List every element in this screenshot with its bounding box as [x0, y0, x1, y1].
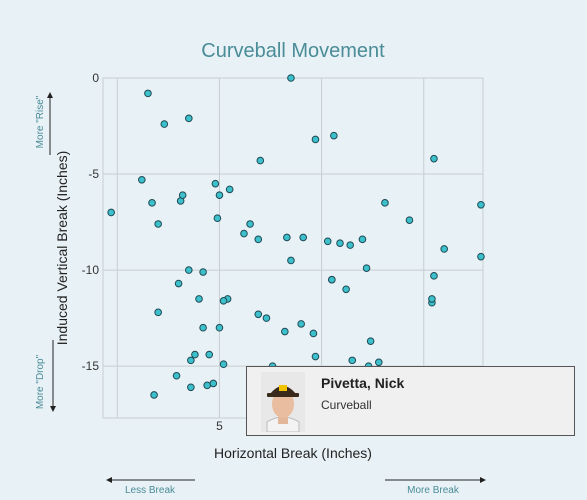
x-hint-less-arrowhead	[106, 477, 112, 483]
data-point	[138, 176, 146, 184]
data-point	[172, 371, 181, 380]
x-tick-label: 5	[216, 419, 223, 433]
data-point	[477, 252, 485, 261]
data-point	[323, 237, 332, 246]
data-point	[328, 275, 336, 284]
data-point	[287, 74, 295, 82]
data-point	[150, 391, 158, 399]
data-point	[254, 310, 263, 319]
data-point	[405, 216, 414, 224]
data-point	[185, 266, 193, 274]
data-point	[160, 120, 169, 128]
data-point	[311, 135, 320, 144]
y-hint-drop: More "Drop"	[35, 354, 46, 409]
data-point	[178, 191, 187, 199]
x-hint-less: Less Break	[125, 485, 176, 496]
player-name: Pivetta, Nick	[321, 375, 405, 391]
data-point	[107, 208, 115, 217]
data-point	[246, 220, 254, 228]
data-point	[144, 89, 152, 98]
x-axis-label: Horizontal Break (Inches)	[214, 445, 372, 461]
data-point	[213, 214, 222, 223]
y-hint-rise: More "Rise"	[35, 95, 46, 148]
pitch-type: Curveball	[321, 398, 372, 412]
data-point	[205, 350, 214, 359]
data-point	[348, 356, 357, 365]
data-point	[199, 323, 207, 332]
data-point	[281, 327, 289, 336]
x-hint-more: More Break	[407, 485, 460, 496]
data-point	[477, 200, 485, 209]
y-axis-label: Induced Vertical Break (Inches)	[54, 151, 70, 346]
data-point	[262, 314, 271, 322]
y-hint-rise-arrowhead	[47, 92, 53, 98]
x-ticks: 5	[216, 419, 223, 433]
data-point	[187, 356, 195, 365]
data-point	[428, 295, 436, 303]
y-tick-label: -15	[82, 359, 100, 373]
y-ticks: 0 -5 -10 -15	[82, 71, 100, 373]
player-avatar	[261, 372, 305, 432]
data-point	[215, 191, 224, 199]
x-hint-more-arrowhead	[480, 477, 486, 483]
y-tick-label: -5	[88, 167, 99, 181]
data-point	[381, 199, 389, 207]
data-point	[203, 381, 211, 390]
data-point	[330, 131, 338, 140]
y-hint-drop-arrowhead	[50, 406, 56, 412]
data-point	[440, 245, 448, 253]
data-point	[297, 320, 305, 328]
data-point	[430, 272, 438, 280]
data-point	[254, 235, 263, 244]
data-point	[358, 235, 367, 244]
scatter-points	[107, 74, 485, 403]
data-point	[366, 337, 375, 345]
y-tick-label: -10	[82, 263, 100, 277]
y-tick-label: 0	[92, 71, 99, 85]
data-point	[185, 114, 193, 123]
data-point	[215, 323, 224, 332]
data-point	[336, 239, 344, 247]
data-point	[199, 268, 207, 276]
data-point	[309, 329, 318, 338]
data-point	[174, 279, 183, 288]
data-point	[362, 264, 371, 272]
data-point	[187, 383, 195, 392]
data-point	[219, 360, 228, 369]
chart-title: Curveball Movement	[201, 40, 385, 62]
data-point	[195, 295, 203, 303]
data-point	[283, 233, 291, 242]
data-point	[240, 229, 248, 238]
data-point	[287, 256, 295, 265]
data-point	[191, 350, 199, 359]
player-tooltip: Pivetta, Nick Curveball	[246, 366, 575, 436]
data-point	[209, 379, 218, 388]
data-point	[299, 233, 308, 242]
data-point	[211, 179, 220, 188]
data-point	[346, 241, 355, 249]
data-point	[148, 199, 156, 207]
data-point	[154, 308, 162, 317]
data-point	[430, 154, 438, 163]
data-point	[342, 285, 350, 294]
data-point	[256, 156, 265, 165]
data-point	[219, 297, 228, 305]
data-point	[311, 352, 320, 361]
data-point	[154, 220, 162, 228]
data-point	[375, 358, 383, 367]
data-point	[225, 185, 234, 194]
